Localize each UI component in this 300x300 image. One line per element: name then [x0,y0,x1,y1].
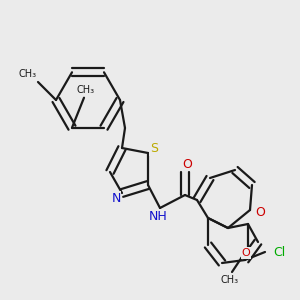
Text: S: S [150,142,158,155]
Text: CH₃: CH₃ [19,69,37,79]
Text: CH₃: CH₃ [77,85,95,95]
Text: CH₃: CH₃ [221,275,239,285]
Text: Cl: Cl [273,245,285,259]
Text: O: O [242,248,250,258]
Text: O: O [255,206,265,218]
Text: N: N [111,191,121,205]
Text: O: O [182,158,192,170]
Text: NH: NH [148,209,167,223]
